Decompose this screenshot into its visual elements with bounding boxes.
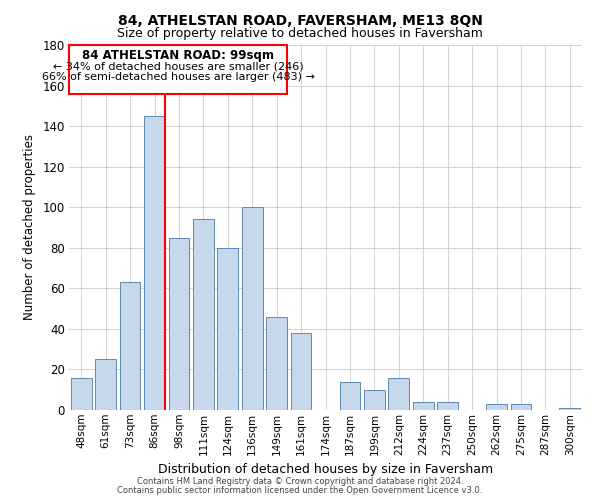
Text: Size of property relative to detached houses in Faversham: Size of property relative to detached ho…: [117, 28, 483, 40]
Bar: [388, 378, 409, 410]
Text: ← 34% of detached houses are smaller (246): ← 34% of detached houses are smaller (24…: [53, 61, 303, 71]
Bar: [437, 402, 458, 410]
Text: Contains HM Land Registry data © Crown copyright and database right 2024.: Contains HM Land Registry data © Crown c…: [137, 477, 463, 486]
Text: 66% of semi-detached houses are larger (483) →: 66% of semi-detached houses are larger (…: [41, 72, 314, 83]
Bar: [340, 382, 361, 410]
Bar: [290, 333, 311, 410]
Text: Contains public sector information licensed under the Open Government Licence v3: Contains public sector information licen…: [118, 486, 482, 495]
Bar: [486, 404, 507, 410]
Bar: [559, 408, 580, 410]
Bar: [144, 116, 165, 410]
Bar: [413, 402, 434, 410]
Text: 84, ATHELSTAN ROAD, FAVERSHAM, ME13 8QN: 84, ATHELSTAN ROAD, FAVERSHAM, ME13 8QN: [118, 14, 482, 28]
Bar: [266, 316, 287, 410]
Bar: [95, 360, 116, 410]
Bar: [217, 248, 238, 410]
Bar: [71, 378, 92, 410]
X-axis label: Distribution of detached houses by size in Faversham: Distribution of detached houses by size …: [158, 463, 493, 476]
Bar: [169, 238, 190, 410]
Bar: [69, 45, 287, 94]
Y-axis label: Number of detached properties: Number of detached properties: [23, 134, 35, 320]
Bar: [119, 282, 140, 410]
Bar: [511, 404, 532, 410]
Bar: [193, 220, 214, 410]
Bar: [364, 390, 385, 410]
Text: 84 ATHELSTAN ROAD: 99sqm: 84 ATHELSTAN ROAD: 99sqm: [82, 49, 274, 62]
Bar: [242, 207, 263, 410]
